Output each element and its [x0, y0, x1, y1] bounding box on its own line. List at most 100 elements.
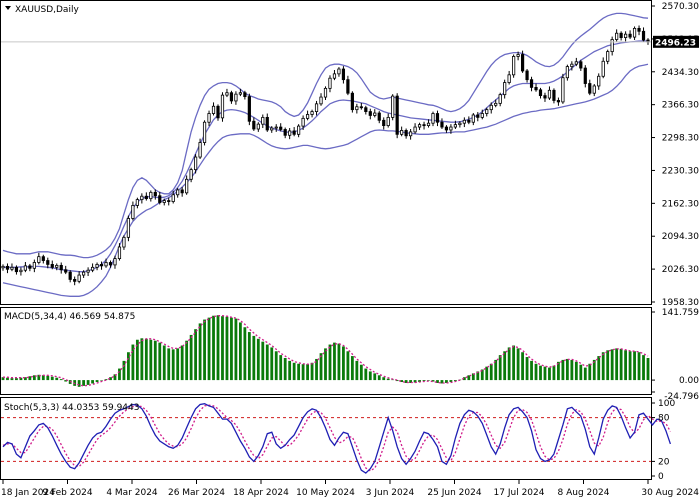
macd-bar — [377, 375, 381, 381]
candle-body — [198, 142, 202, 158]
candle-body — [431, 113, 435, 124]
macd-bar — [28, 376, 32, 381]
candle-body — [144, 195, 148, 200]
candle-body — [435, 113, 440, 123]
candle-body — [46, 260, 50, 265]
candle-body — [364, 107, 368, 112]
candle-body — [552, 89, 556, 101]
candle-body — [252, 120, 256, 130]
price-tick-label: 2094.30 — [662, 232, 699, 242]
macd-bar — [525, 357, 529, 381]
macd-bar — [413, 380, 417, 383]
macd-bar — [292, 362, 296, 381]
macd-bar — [95, 380, 99, 383]
macd-bar — [453, 380, 457, 382]
macd-bar — [404, 380, 408, 383]
macd-tick-label: 141.759 — [662, 308, 699, 318]
candle-body — [538, 89, 543, 97]
price-tick-label: 2570.30 — [662, 2, 699, 12]
candle-body — [41, 256, 45, 261]
macd-bar — [198, 323, 202, 381]
candle-body — [283, 129, 287, 136]
candle-body — [117, 246, 122, 260]
macd-bar — [203, 319, 206, 381]
macd-pane-frame — [0, 307, 652, 395]
macd-bar — [207, 317, 211, 381]
macd-bar — [310, 362, 314, 381]
macd-bar — [109, 377, 112, 381]
candle-body — [265, 116, 269, 131]
stoch-tick-label: 100 — [658, 399, 675, 409]
candle-body — [610, 39, 614, 53]
candle-body — [216, 105, 220, 119]
macd-bar — [149, 339, 153, 381]
macd-bar — [462, 377, 466, 381]
candle-body — [359, 106, 363, 109]
macd-bar — [238, 322, 242, 381]
macd-bar — [265, 344, 269, 381]
dropdown-triangle-icon[interactable] — [5, 6, 11, 10]
macd-bar — [422, 380, 426, 382]
candle-body — [382, 119, 386, 127]
candle-body — [413, 126, 417, 133]
macd-bar — [328, 344, 332, 381]
candle-body — [225, 92, 229, 96]
macd-bar — [601, 352, 605, 381]
macd-bar — [592, 359, 596, 381]
candle-body — [171, 194, 175, 202]
macd-bar — [633, 351, 636, 381]
candle-body — [547, 89, 552, 99]
macd-bar — [628, 351, 632, 381]
candle-body — [440, 121, 444, 128]
price-tick-label: 2162.30 — [662, 199, 699, 209]
macd-bar — [64, 380, 68, 382]
bollinger-upper-band — [2, 12, 649, 259]
macd-bar — [162, 345, 166, 381]
macd-bar — [427, 380, 430, 381]
candle-body — [158, 195, 162, 203]
macd-bar — [471, 373, 475, 381]
candle-body — [409, 131, 413, 137]
time-tick-label: 17 Jul 2024 — [494, 488, 545, 498]
candle-body — [529, 79, 534, 88]
stoch-title: Stoch(5,3,3) 44.0353 59.9443 — [4, 403, 139, 413]
candle-body — [68, 271, 72, 280]
candle-body — [292, 130, 296, 135]
bollinger-bands — [2, 12, 649, 297]
time-tick-label: 3 Jun 2024 — [366, 488, 415, 498]
macd-bar — [279, 355, 283, 381]
candle-body — [449, 126, 453, 131]
candle-body — [507, 74, 511, 83]
price-tick-label: 2366.30 — [662, 101, 699, 111]
candle-body — [641, 30, 646, 41]
candle-body — [90, 266, 95, 271]
candle-body — [314, 103, 319, 112]
stoch-signal-line — [2, 404, 671, 472]
macd-axis: 141.759 0.00 -24.796 — [651, 308, 699, 402]
macd-bar — [333, 342, 336, 381]
macd-bar — [274, 351, 278, 381]
macd-bar — [100, 380, 103, 381]
macd-bar — [512, 345, 516, 381]
candle-body — [422, 124, 426, 127]
candle-body — [323, 87, 328, 98]
stoch-tick-label: 0 — [658, 472, 664, 482]
candle-body — [207, 113, 211, 123]
candle-body — [462, 119, 466, 124]
candle-body — [99, 264, 104, 267]
macd-bar — [288, 360, 292, 381]
macd-bar — [1, 377, 5, 381]
bollinger-middle-band — [3, 40, 648, 273]
macd-bar — [243, 327, 247, 381]
macd-bar — [642, 355, 645, 381]
macd-bar — [467, 375, 471, 381]
candle-body — [167, 200, 171, 202]
macd-bar — [409, 380, 413, 383]
candle-body — [471, 114, 475, 123]
candle-body — [512, 56, 516, 76]
macd-bar — [342, 346, 345, 381]
macd-bar — [391, 379, 395, 381]
candle-body — [149, 191, 153, 200]
stoch-levels — [1, 417, 651, 462]
